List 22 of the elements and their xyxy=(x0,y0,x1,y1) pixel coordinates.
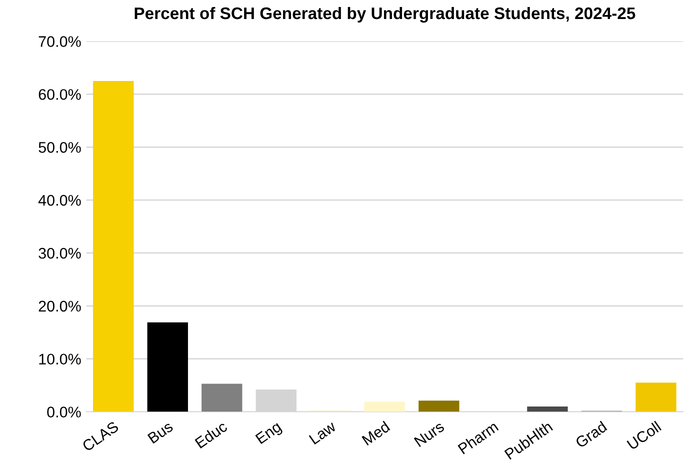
y-tick-label: 50.0% xyxy=(38,142,81,153)
bar xyxy=(202,384,242,412)
x-tick-label: Med xyxy=(361,420,390,446)
x-tick-label: Educ xyxy=(194,420,228,449)
chart-title: Percent of SCH Generated by Undergraduate Students, 2024-25 xyxy=(134,6,636,23)
x-tick-label: Nurs xyxy=(414,420,445,448)
x-tick-label: Eng xyxy=(255,421,284,447)
x-tick-label: Bus xyxy=(147,420,174,444)
bar xyxy=(636,382,676,412)
y-tick-label: 10.0% xyxy=(39,354,81,365)
bar xyxy=(147,322,188,412)
y-tick-label: 60.0% xyxy=(38,89,81,100)
x-tick-label: Law xyxy=(308,420,337,445)
bar xyxy=(93,80,134,412)
bar xyxy=(364,402,406,412)
y-tick-label: 0.0% xyxy=(47,406,81,418)
bar xyxy=(527,406,568,412)
y-tick-label: 70.0% xyxy=(38,36,81,47)
bar xyxy=(418,400,460,412)
y-tick-label: 20.0% xyxy=(38,300,81,312)
y-tick-label: 40.0% xyxy=(38,194,81,206)
y-tick-label: 30.0% xyxy=(38,248,81,259)
